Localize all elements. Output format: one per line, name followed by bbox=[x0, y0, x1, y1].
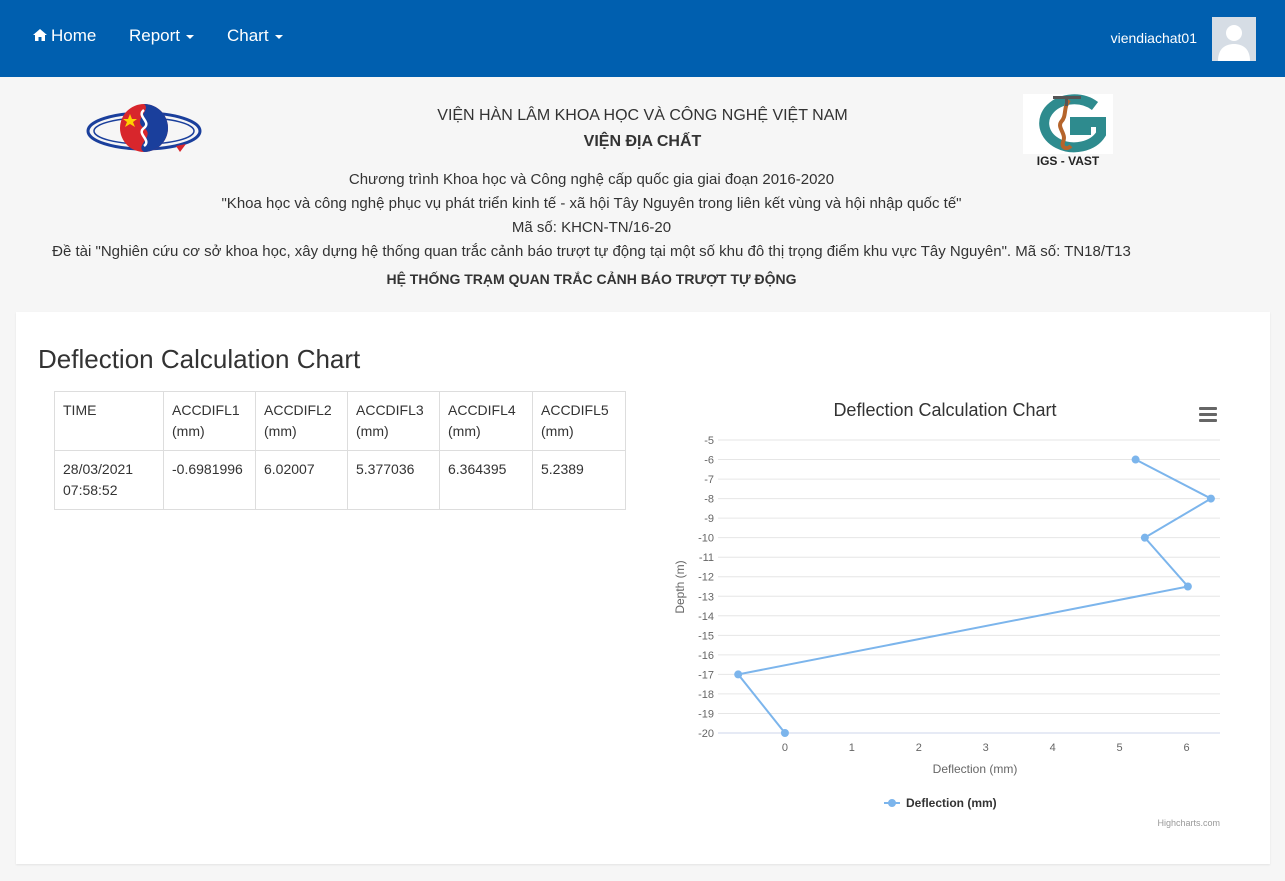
chart-credits[interactable]: Highcharts.com bbox=[1157, 818, 1220, 828]
y-tick-label: -6 bbox=[704, 455, 714, 467]
y-tick-label: -9 bbox=[704, 513, 714, 525]
series-line bbox=[736, 458, 1213, 734]
org-name: VIỆN HÀN LÂM KHOA HỌC VÀ CÔNG NGHỆ VIỆT … bbox=[437, 107, 848, 124]
nav-home-label: Home bbox=[51, 26, 97, 45]
igs-vast-logo-text: IGS - VAST bbox=[1036, 154, 1100, 168]
data-point[interactable] bbox=[734, 670, 743, 679]
nav-chart-dropdown[interactable]: Chart bbox=[227, 26, 283, 46]
y-tick-label: -5 bbox=[704, 435, 714, 447]
nav-report-dropdown[interactable]: Report bbox=[129, 26, 195, 46]
y-tick-label: -16 bbox=[698, 650, 714, 662]
chart-series bbox=[734, 455, 1215, 737]
chart-legend-item[interactable]: Deflection (mm) bbox=[884, 796, 997, 810]
table-header-cell: ACCDIFL4 (mm) bbox=[439, 391, 533, 451]
table-cell: -0.6981996 bbox=[163, 450, 256, 510]
program-title-line: "Khoa học và công nghệ phục vụ phát triể… bbox=[221, 195, 962, 212]
y-tick-label: -20 bbox=[698, 728, 714, 740]
table-cell: 28/03/2021 07:58:52 bbox=[54, 450, 164, 510]
program-line: Chương trình Khoa học và Công nghệ cấp q… bbox=[348, 171, 835, 188]
table-header-cell: TIME bbox=[54, 391, 164, 451]
x-tick-label: 2 bbox=[916, 742, 922, 754]
deflection-table: TIME ACCDIFL1 (mm) ACCDIFL2 (mm) ACCDIFL… bbox=[54, 391, 626, 510]
x-tick-label: 4 bbox=[1050, 742, 1056, 754]
data-point[interactable] bbox=[1131, 455, 1140, 464]
x-axis-label: Deflection (mm) bbox=[933, 762, 1018, 776]
y-tick-label: -11 bbox=[699, 552, 714, 564]
y-tick-label: -13 bbox=[698, 591, 714, 603]
chart-panel: Deflection Calculation Chart TIME ACCDIF… bbox=[16, 312, 1270, 864]
y-tick-label: -8 bbox=[704, 494, 714, 506]
home-icon bbox=[33, 29, 47, 41]
project-line: Đề tài "Nghiên cứu cơ sở khoa học, xây d… bbox=[52, 243, 1131, 260]
y-tick-label: -7 bbox=[704, 474, 714, 486]
x-tick-label: 1 bbox=[849, 742, 855, 754]
x-axis-ticks: 0 1 2 3 4 5 6 bbox=[782, 742, 1190, 754]
top-navbar: Home Report Chart viendiachat01 bbox=[0, 0, 1285, 77]
x-tick-label: 5 bbox=[1117, 742, 1123, 754]
username-link[interactable]: viendiachat01 bbox=[1110, 30, 1197, 46]
chart-menu-icon[interactable] bbox=[1197, 404, 1219, 424]
legend-label: Deflection (mm) bbox=[906, 796, 997, 810]
legend-marker bbox=[888, 799, 896, 807]
table-cell: 6.364395 bbox=[439, 450, 533, 510]
deflection-chart: Deflection Calculation Chart -5-6-7-8-9-… bbox=[673, 400, 1220, 828]
x-tick-label: 6 bbox=[1183, 742, 1189, 754]
table-row: 28/03/2021 07:58:52 -0.6981996 6.02007 5… bbox=[54, 450, 626, 510]
table-header-row: TIME ACCDIFL1 (mm) ACCDIFL2 (mm) ACCDIFL… bbox=[54, 391, 626, 451]
y-tick-label: -18 bbox=[698, 689, 714, 701]
x-tick-label: 0 bbox=[782, 742, 788, 754]
nav-home[interactable]: Home bbox=[32, 26, 96, 46]
y-tick-label: -15 bbox=[698, 630, 714, 642]
data-point[interactable] bbox=[1183, 582, 1192, 591]
table-cell: 5.2389 bbox=[532, 450, 626, 510]
system-title: HỆ THỐNG TRẠM QUAN TRẮC CẢNH BÁO TRƯỢT T… bbox=[386, 271, 797, 287]
table-header-cell: ACCDIFL5 (mm) bbox=[532, 391, 626, 451]
institute-name: VIỆN ĐỊA CHẤT bbox=[583, 133, 702, 150]
table-header-cell: ACCDIFL3 (mm) bbox=[347, 391, 440, 451]
y-axis-ticks: -5 -6 -7 -8 -9 -10 -11 -12 -13 -14 -15 -16 -17 -18 -19… bbox=[698, 435, 714, 740]
table-header-cell: ACCDIFL1 (mm) bbox=[163, 391, 256, 451]
x-tick-label: 3 bbox=[983, 742, 989, 754]
table-cell: 5.377036 bbox=[347, 450, 440, 510]
caret-down-icon bbox=[186, 34, 195, 39]
user-avatar-icon bbox=[1212, 17, 1256, 61]
nav-report-label: Report bbox=[129, 26, 181, 45]
caret-down-icon bbox=[274, 34, 283, 39]
y-tick-label: -12 bbox=[698, 572, 714, 584]
y-tick-label: -17 bbox=[698, 669, 714, 681]
y-axis-label: Depth (m) bbox=[673, 560, 687, 613]
y-tick-label: -14 bbox=[698, 611, 714, 623]
chart-title: Deflection Calculation Chart bbox=[833, 400, 1056, 420]
code-line: Mã số: KHCN-TN/16-20 bbox=[511, 219, 672, 236]
y-tick-label: -19 bbox=[698, 708, 714, 720]
panel-title: Deflection Calculation Chart bbox=[38, 344, 361, 374]
igs-vast-logo: IGS - VAST bbox=[1023, 94, 1113, 170]
vast-logo bbox=[86, 100, 204, 165]
data-point[interactable] bbox=[1140, 533, 1149, 542]
avatar[interactable] bbox=[1212, 17, 1256, 61]
table-cell: 6.02007 bbox=[255, 450, 348, 510]
y-tick-label: -10 bbox=[698, 533, 714, 545]
data-point[interactable] bbox=[1206, 494, 1215, 503]
table-header-cell: ACCDIFL2 (mm) bbox=[255, 391, 348, 451]
chart-grid bbox=[718, 439, 1220, 734]
data-point[interactable] bbox=[780, 729, 789, 737]
nav-chart-label: Chart bbox=[227, 26, 269, 45]
